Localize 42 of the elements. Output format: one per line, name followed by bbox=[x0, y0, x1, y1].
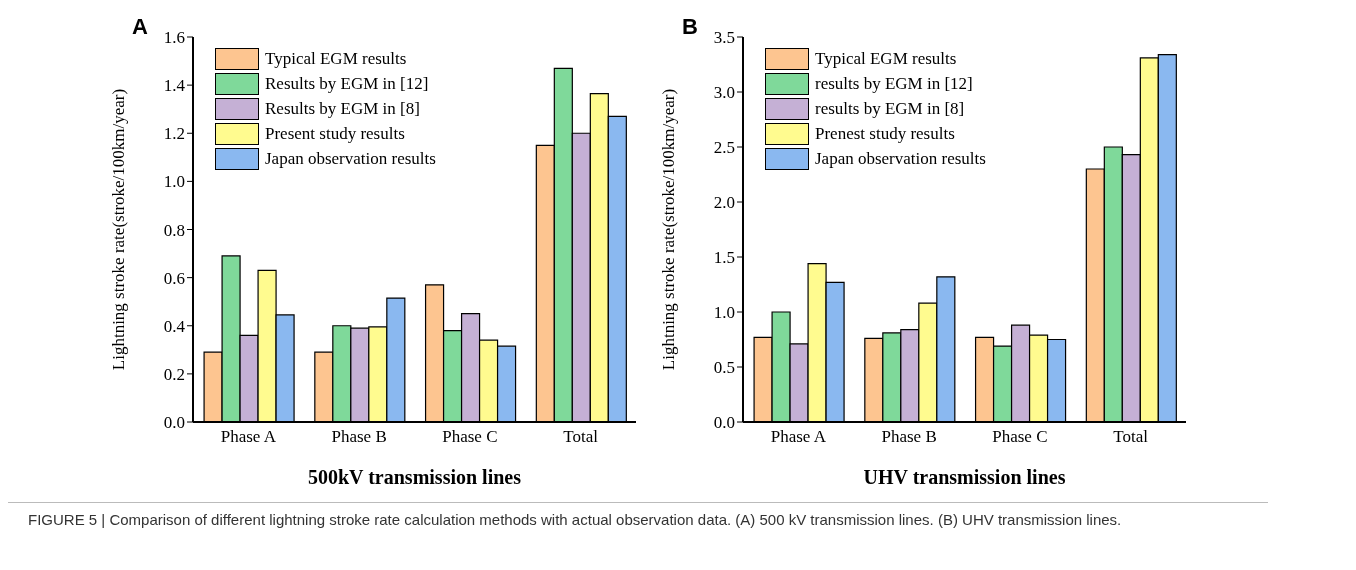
y-tick-label: 1.0 bbox=[163, 172, 185, 192]
y-tick-label: 0.6 bbox=[163, 268, 185, 288]
y-tick-label: 1.2 bbox=[163, 124, 185, 144]
y-axis-title: Lightning stroke rate(stroke/100km/year) bbox=[109, 88, 129, 371]
legend-label: results by EGM in [12] bbox=[815, 73, 973, 94]
legend-label: Results by EGM in [12] bbox=[265, 73, 429, 94]
y-tick-label: 0.5 bbox=[713, 358, 735, 378]
x-tick-label: Phase C bbox=[442, 427, 498, 447]
y-tick-label: 1.4 bbox=[163, 76, 186, 96]
y-tick-label: 1.6 bbox=[163, 28, 185, 48]
chart-title: B bbox=[682, 14, 698, 40]
chart-title: A bbox=[132, 14, 148, 40]
legend-label: Present study results bbox=[265, 123, 405, 144]
legend-label: Japan observation results bbox=[815, 148, 986, 169]
y-tick-label: 3.5 bbox=[713, 28, 735, 48]
y-axis-title: Lightning stroke rate(stroke/100km/year) bbox=[659, 88, 679, 371]
legend-label: Japan observation results bbox=[265, 148, 436, 169]
x-tick-label: Phase B bbox=[881, 427, 937, 447]
y-tick-label: 0.8 bbox=[163, 220, 185, 240]
x-tick-label: Phase C bbox=[992, 427, 1048, 447]
y-tick-label: 0.0 bbox=[163, 413, 185, 433]
y-tick-label: 2.5 bbox=[713, 138, 735, 158]
legend-label: Typical EGM results bbox=[815, 48, 957, 69]
legend-label: Prenest study results bbox=[815, 123, 955, 144]
y-tick-label: 0.0 bbox=[713, 413, 735, 433]
x-axis-title: UHV transmission lines bbox=[863, 466, 1066, 488]
y-tick-label: 1.5 bbox=[713, 248, 735, 268]
legend-label: Typical EGM results bbox=[265, 48, 407, 69]
x-tick-label: Phase A bbox=[220, 427, 277, 447]
x-tick-label: Total bbox=[563, 427, 599, 447]
y-tick-label: 3.0 bbox=[713, 83, 735, 103]
y-tick-label: 2.0 bbox=[713, 193, 735, 213]
y-tick-label: 0.4 bbox=[163, 316, 186, 336]
caption: FIGURE 5 | Comparison of different lightning stroke rate calculation methods with actual observation data. (A) 500 kV transmission lines. (B) UHV transmission lines. bbox=[28, 511, 1123, 528]
y-tick-label: 1.0 bbox=[713, 303, 735, 323]
legend-label: results by EGM in [8] bbox=[815, 98, 965, 119]
x-tick-label: Total bbox=[1113, 427, 1149, 447]
x-tick-label: Phase B bbox=[331, 427, 387, 447]
x-axis-title: 500kV transmission lines bbox=[307, 466, 522, 488]
y-tick-label: 0.2 bbox=[163, 364, 185, 384]
x-tick-label: Phase A bbox=[770, 427, 827, 447]
legend-label: Results by EGM in [8] bbox=[265, 98, 420, 119]
